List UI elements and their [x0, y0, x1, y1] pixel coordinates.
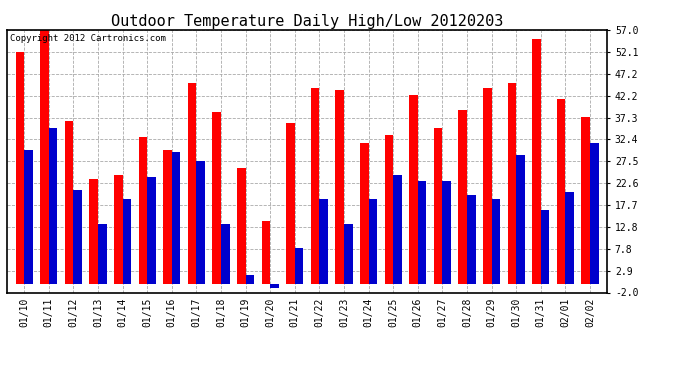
Bar	[15, 52, 24, 284]
Bar	[295, 248, 304, 284]
Bar	[458, 110, 467, 284]
Bar	[582, 117, 590, 284]
Bar	[286, 123, 295, 284]
Bar	[24, 150, 32, 284]
Bar	[319, 199, 328, 284]
Bar	[532, 39, 541, 284]
Bar	[409, 94, 417, 284]
Bar	[434, 128, 442, 284]
Bar	[262, 221, 270, 284]
Bar	[557, 99, 565, 284]
Bar	[40, 30, 49, 284]
Bar	[139, 137, 147, 284]
Bar	[246, 275, 254, 284]
Text: Copyright 2012 Cartronics.com: Copyright 2012 Cartronics.com	[10, 34, 166, 43]
Bar	[467, 195, 475, 284]
Bar	[270, 284, 279, 288]
Bar	[49, 128, 57, 284]
Bar	[188, 83, 197, 284]
Bar	[221, 224, 230, 284]
Bar	[541, 210, 549, 284]
Bar	[360, 144, 368, 284]
Bar	[98, 224, 106, 284]
Bar	[114, 175, 123, 284]
Title: Outdoor Temperature Daily High/Low 20120203: Outdoor Temperature Daily High/Low 20120…	[111, 14, 503, 29]
Bar	[590, 144, 599, 284]
Bar	[310, 88, 319, 284]
Bar	[491, 199, 500, 284]
Bar	[565, 192, 574, 284]
Bar	[442, 181, 451, 284]
Bar	[213, 112, 221, 284]
Bar	[508, 83, 516, 284]
Bar	[163, 150, 172, 284]
Bar	[344, 224, 353, 284]
Bar	[197, 161, 205, 284]
Bar	[335, 90, 344, 284]
Bar	[368, 199, 377, 284]
Bar	[123, 199, 131, 284]
Bar	[516, 154, 525, 284]
Bar	[73, 190, 82, 284]
Bar	[237, 168, 246, 284]
Bar	[393, 175, 402, 284]
Bar	[483, 88, 491, 284]
Bar	[147, 177, 156, 284]
Bar	[89, 179, 98, 284]
Bar	[65, 121, 73, 284]
Bar	[172, 152, 180, 284]
Bar	[384, 135, 393, 284]
Bar	[417, 181, 426, 284]
